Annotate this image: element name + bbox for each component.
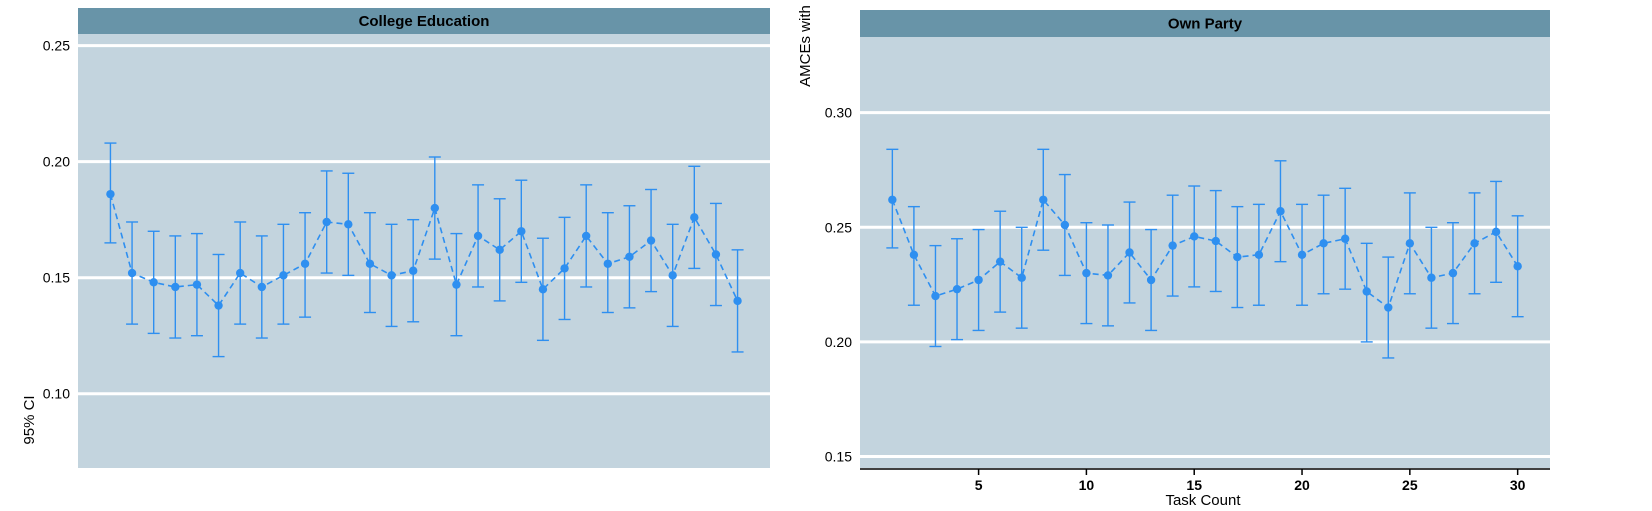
data-point	[538, 285, 548, 294]
data-point	[1254, 250, 1264, 259]
data-point	[1103, 271, 1113, 280]
data-point	[560, 264, 569, 273]
y-tick-labels: 0.15 0.20 0.25 0.30	[825, 105, 852, 465]
series-line	[109, 193, 739, 307]
data-point	[1017, 273, 1026, 282]
data-point	[257, 282, 267, 292]
x-axis-label: Task Count	[1165, 492, 1241, 509]
y-axis-label-part: 95% CI	[21, 395, 38, 444]
x-tick-label: 15	[1186, 477, 1202, 493]
y-tick-label: 0.25	[43, 38, 70, 54]
data-point	[279, 271, 288, 280]
data-point	[1146, 275, 1156, 285]
data-point	[1190, 232, 1199, 241]
data-point	[495, 245, 504, 255]
data-point	[603, 259, 613, 268]
x-tick-label: 25	[1402, 477, 1418, 493]
data-point	[1340, 234, 1350, 243]
data-point	[974, 275, 983, 285]
data-point	[322, 217, 331, 227]
data-point	[1470, 239, 1479, 248]
x-tick-label: 10	[1079, 477, 1095, 493]
series-marks	[104, 142, 744, 358]
y-tick-label: 0.15	[825, 449, 852, 465]
data-point	[106, 189, 115, 199]
data-point	[888, 195, 897, 204]
data-point	[235, 268, 245, 278]
gridlines	[78, 44, 770, 396]
data-point	[1448, 268, 1458, 278]
panel-title: Own Party	[1168, 16, 1243, 33]
data-point	[1168, 241, 1177, 250]
y-tick-label: 0.20	[43, 154, 70, 170]
data-point	[430, 203, 440, 213]
data-point	[1060, 220, 1070, 230]
data-point	[1125, 248, 1134, 257]
series-marks	[886, 148, 1524, 359]
data-point	[931, 291, 940, 301]
data-point	[1233, 252, 1242, 262]
data-point	[171, 282, 180, 292]
x-axis: 5 10 15 20 25 30	[860, 468, 1550, 493]
data-point	[344, 220, 353, 229]
data-point	[646, 236, 656, 245]
data-point	[127, 268, 137, 278]
data-point	[1082, 268, 1091, 278]
data-point	[995, 257, 1005, 266]
panel-own-party: Own Party 0.15 0.20 0.25 0.30 5 10 15 20 25 30	[825, 10, 1550, 493]
data-point	[625, 252, 634, 262]
data-point	[1405, 239, 1415, 248]
y-tick-label: 0.30	[825, 105, 852, 121]
y-tick-labels: 0.10 0.15 0.20 0.25	[43, 38, 70, 402]
data-point	[1513, 262, 1522, 271]
data-point	[517, 227, 526, 236]
data-point	[473, 231, 483, 241]
x-tick-label: 30	[1510, 477, 1526, 493]
strip-header	[78, 8, 770, 34]
data-point	[909, 250, 919, 259]
x-tick-label: 5	[975, 477, 983, 493]
gridlines	[860, 111, 1550, 459]
y-tick-label: 0.20	[825, 334, 852, 350]
data-point	[408, 266, 418, 275]
data-point	[733, 296, 742, 306]
data-point	[1319, 239, 1328, 248]
y-tick-label: 0.25	[825, 219, 852, 235]
panel-college-education: College Education 0.10 0.15 0.20 0.25	[43, 8, 770, 468]
data-point	[1384, 303, 1393, 312]
data-point	[668, 271, 677, 280]
x-tick-label: 20	[1294, 477, 1310, 493]
data-point	[1297, 250, 1307, 259]
data-point	[300, 259, 310, 268]
data-point	[1362, 287, 1371, 296]
data-point	[1211, 236, 1220, 246]
data-point	[711, 250, 721, 259]
data-point	[1039, 195, 1048, 204]
y-tick-label: 0.10	[43, 386, 70, 402]
panel-background	[78, 34, 770, 468]
panel-title: College Education	[359, 13, 490, 30]
y-tick-label: 0.15	[43, 270, 70, 286]
panel-background	[860, 37, 1550, 468]
data-point	[192, 280, 202, 289]
data-point	[214, 301, 223, 310]
y-axis-label-part: AMCEs with	[797, 5, 814, 87]
data-point	[1491, 227, 1501, 237]
series-line	[891, 198, 1519, 309]
strip-header	[860, 10, 1550, 37]
data-point	[1427, 273, 1436, 282]
data-point	[365, 259, 375, 268]
data-point	[952, 284, 962, 294]
data-point	[690, 213, 699, 222]
data-point	[1276, 207, 1285, 216]
data-point	[452, 280, 461, 289]
data-point	[387, 271, 396, 280]
data-point	[581, 231, 591, 241]
data-point	[149, 278, 158, 287]
